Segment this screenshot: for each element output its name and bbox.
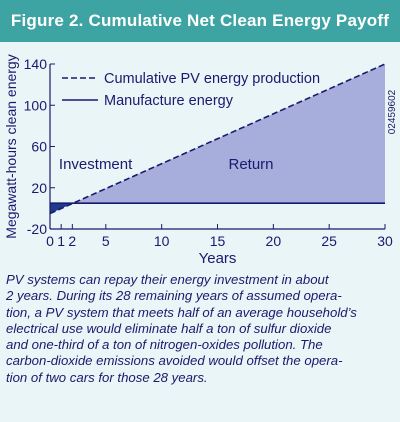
legend-label-manufacture: Manufacture energy <box>104 93 234 109</box>
x-tick-label: 30 <box>377 233 393 249</box>
x-tick-label: 25 <box>321 233 337 249</box>
y-tick-label: 60 <box>31 139 47 155</box>
x-tick-label: 5 <box>102 233 110 249</box>
figure-caption: PV systems can repay their energy invest… <box>6 272 357 385</box>
y-tick-label: -20 <box>27 221 47 237</box>
figure-id: 02459602 <box>387 89 398 134</box>
figure-title: Figure 2. Cumulative Net Clean Energy Pa… <box>0 0 400 42</box>
x-tick-label: 1 <box>57 233 65 249</box>
investment-label: Investment <box>59 156 133 173</box>
x-tick-label: 10 <box>154 233 170 249</box>
x-axis-title: Years <box>199 250 237 267</box>
x-tick-label: 15 <box>210 233 226 249</box>
y-tick-label: 140 <box>24 56 48 72</box>
pv-production-line <box>49 63 386 215</box>
chart-labels: Years Megawatt-hours clean energy 02459602… <box>3 54 398 267</box>
x-tick-label: 2 <box>68 233 76 249</box>
plot-area <box>49 63 386 215</box>
legend: Cumulative PV energy production Manufactu… <box>62 71 320 109</box>
return-label: Return <box>228 156 273 173</box>
x-tick-label: 20 <box>266 233 282 249</box>
legend-label-pv-production: Cumulative PV energy production <box>104 71 320 87</box>
y-tick-label: 100 <box>24 97 48 113</box>
y-tick-label: 20 <box>31 180 47 196</box>
x-tick-label: 0 <box>46 233 54 249</box>
y-axis-title: Megawatt-hours clean energy <box>3 54 19 238</box>
